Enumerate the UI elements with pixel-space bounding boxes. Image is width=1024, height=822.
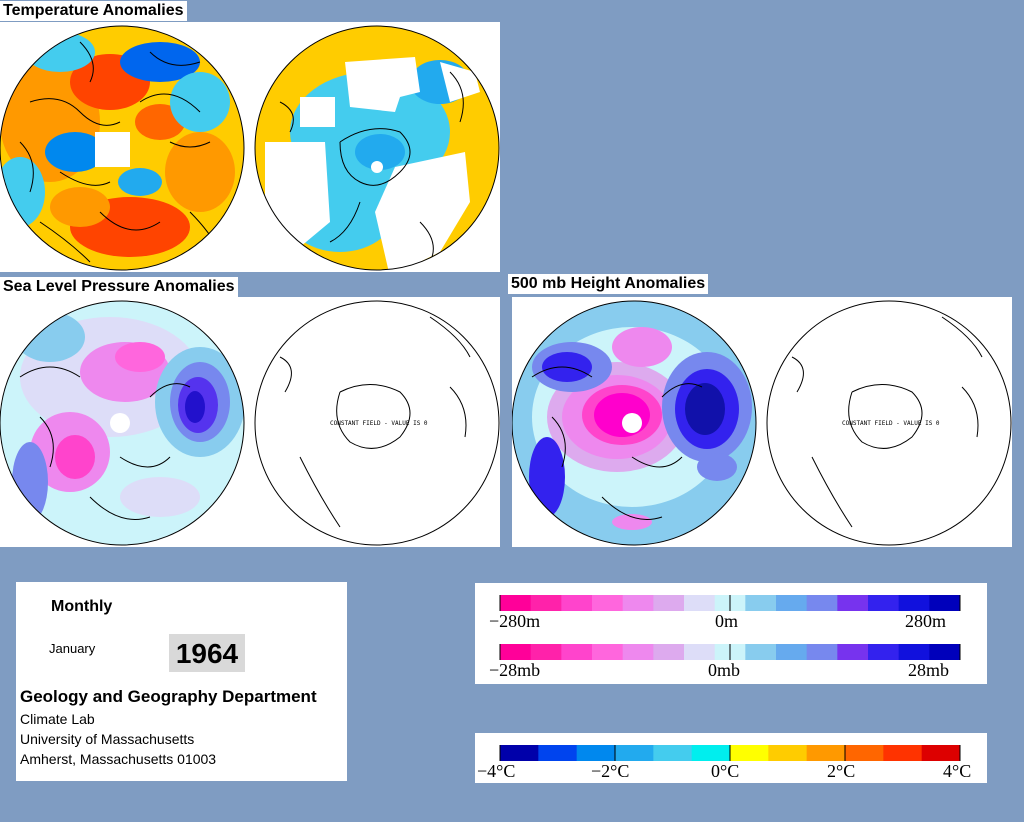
color-swatch [576,745,616,761]
slp-title: Sea Level Pressure Anomalies [0,277,238,297]
temp-tick-5: 4°C [943,761,972,781]
color-swatch [806,595,838,611]
university-name: University of Massachusetts [20,731,195,747]
color-swatch [776,644,808,660]
color-swatch [561,644,593,660]
frequency-label: Monthly [51,598,113,615]
height-mid-label: 0m [715,611,739,631]
lab-name: Climate Lab [20,711,95,727]
pressure-mid-label: 0mb [708,660,741,680]
color-swatch [684,644,716,660]
color-swatch [500,595,532,611]
color-swatch [837,644,869,660]
department-name: Geology and Geography Department [20,687,317,706]
temperature-panel [0,22,500,272]
slp-constant-field-label: CONSTANT FIELD - VALUE IS 0 [330,420,428,427]
color-swatch [622,595,654,611]
color-swatch [806,745,846,761]
slp-panel: CONSTANT FIELD - VALUE IS 0 [0,297,500,547]
color-swatch [538,745,578,761]
color-swatch [622,644,654,660]
temp-tick-2: −2°C [591,761,630,781]
color-swatch [868,644,900,660]
height-min-label: −280m [489,611,541,631]
color-swatch [615,745,654,761]
temperature-color-bar [499,745,961,761]
temperature-title: Temperature Anomalies [0,1,187,21]
color-swatch [691,745,731,761]
temp-tick-1: −4°C [477,761,516,781]
month-label: January [49,641,96,656]
color-swatch [592,644,624,660]
height-color-bar [499,595,961,660]
color-swatch [653,745,693,761]
color-swatch [868,595,900,611]
color-swatch [561,595,593,611]
color-swatch [730,745,769,761]
height500-constant-field-label: CONSTANT FIELD - VALUE IS 0 [842,420,940,427]
color-swatch [921,745,961,761]
color-swatch [768,745,808,761]
height500-title: 500 mb Height Anomalies [508,274,709,294]
color-swatch [653,644,685,660]
height-pressure-legend: −280m 0m 280m −28mb 0mb 28mb [475,583,987,684]
color-swatch [592,595,624,611]
temperature-anomaly-map [0,25,500,271]
info-panel: Monthly January 1964 Geology and Geograp… [16,582,347,781]
color-swatch [530,595,562,611]
color-swatch [845,745,884,761]
color-swatch [530,644,562,660]
color-swatch [929,644,961,660]
temp-tick-3: 0°C [711,761,740,781]
color-swatch [745,644,777,660]
year-display: 1964 [169,634,245,672]
pressure-min-label: −28mb [489,660,541,680]
address-line: Amherst, Massachusetts 01003 [20,751,217,767]
color-swatch [745,595,777,611]
color-swatch [806,644,838,660]
height-max-label: 280m [905,611,947,631]
pressure-max-label: 28mb [908,660,950,680]
color-swatch [500,644,532,660]
color-swatch [837,595,869,611]
color-swatch [929,595,961,611]
color-swatch [898,644,930,660]
temperature-legend: −4°C −2°C 0°C 2°C 4°C [475,733,987,783]
color-swatch [500,745,539,761]
height500-panel: CONSTANT FIELD - VALUE IS 0 [512,297,1012,547]
slp-anomaly-map: CONSTANT FIELD - VALUE IS 0 [0,300,500,546]
color-swatch [898,595,930,611]
height500-anomaly-map: CONSTANT FIELD - VALUE IS 0 [512,300,1012,546]
color-swatch [684,595,716,611]
color-swatch [653,595,685,611]
temp-tick-4: 2°C [827,761,856,781]
color-swatch [776,595,808,611]
color-swatch [883,745,923,761]
